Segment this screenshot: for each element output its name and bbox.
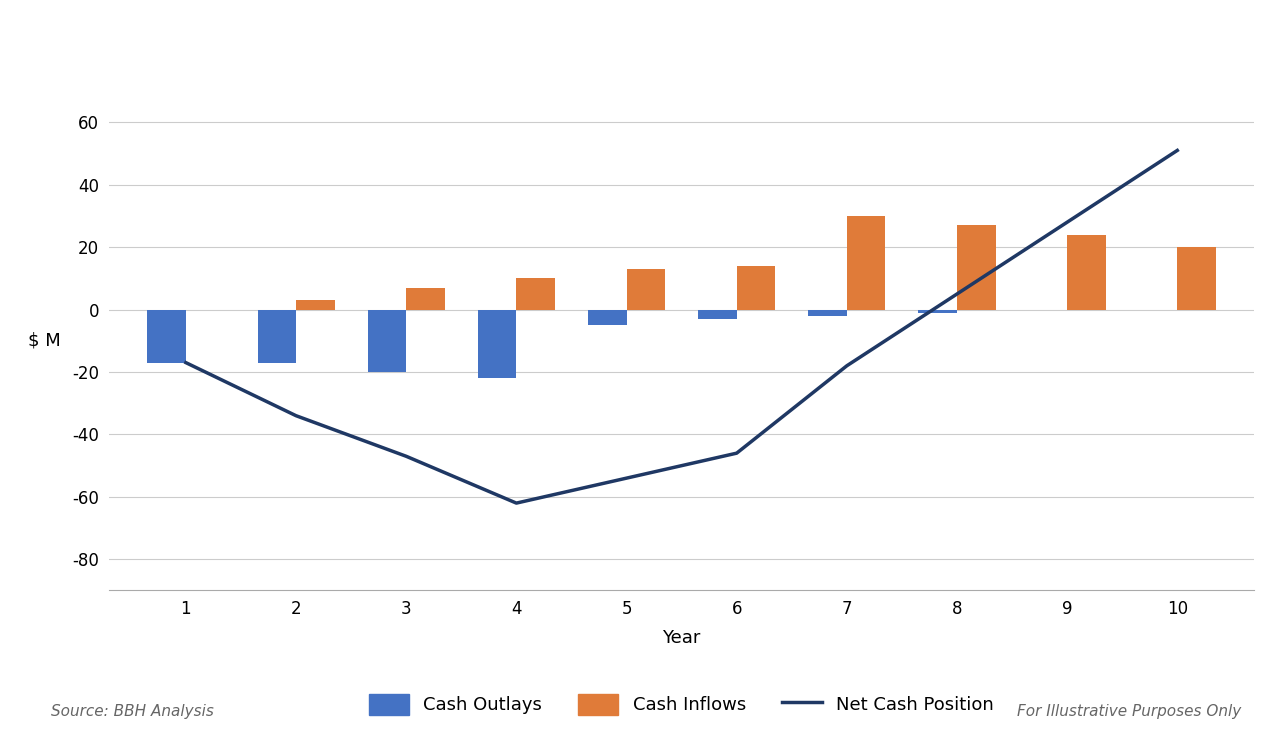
Text: Source: BBH Analysis: Source: BBH Analysis [51,703,214,719]
Bar [626,269,666,310]
Bar [367,310,406,372]
Legend: Cash Outlays, Cash Inflows, Net Cash Position: Cash Outlays, Cash Inflows, Net Cash Pos… [360,685,1004,724]
X-axis label: Year: Year [663,629,700,647]
Bar [1068,235,1106,310]
Bar [147,310,186,362]
Bar [919,310,957,313]
Bar [406,288,444,310]
Bar [257,310,296,362]
Bar [588,310,626,325]
Bar [296,300,334,310]
Bar [808,310,847,316]
Bar [737,266,776,310]
Y-axis label: $ M: $ M [28,332,60,350]
Bar [516,278,556,310]
Bar [847,216,886,310]
Bar [698,310,737,319]
Text: PRIVATE EQUITY J-CURVE: PRIVATE EQUITY J-CURVE [28,28,454,57]
Bar [477,310,516,378]
Bar [957,225,996,310]
Text: For Illustrative Purposes Only: For Illustrative Purposes Only [1018,703,1242,719]
Bar [1178,247,1216,310]
